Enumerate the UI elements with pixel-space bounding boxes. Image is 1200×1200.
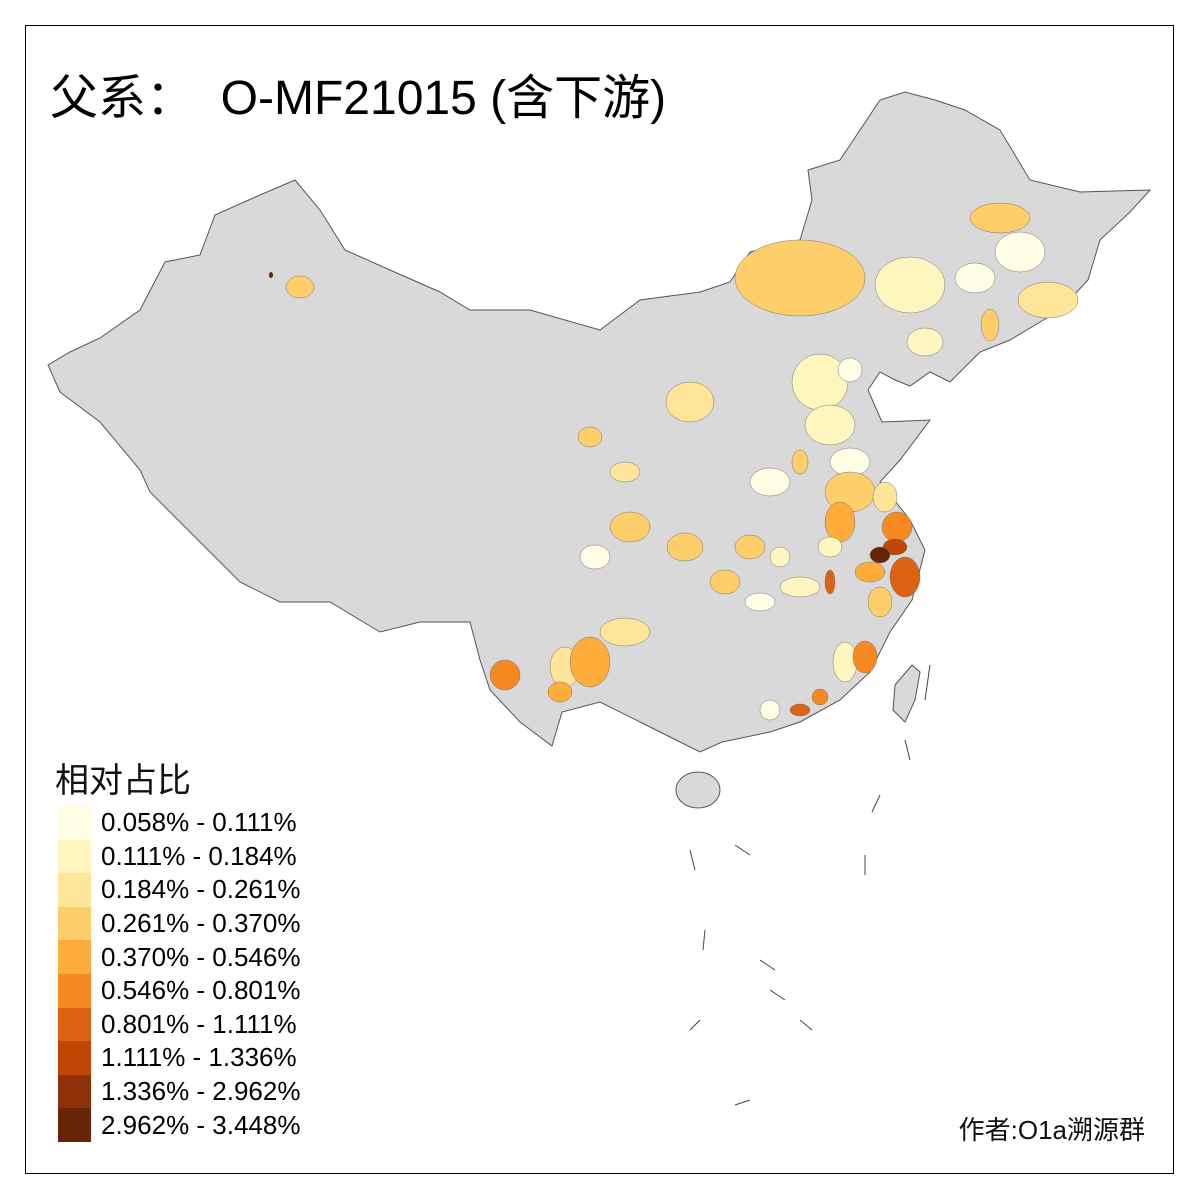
legend-label: 0.801% - 1.111% xyxy=(101,1008,297,1039)
legend-swatch xyxy=(58,1007,91,1042)
region-fill xyxy=(734,239,866,317)
legend-label: 0.370% - 0.546% xyxy=(101,941,301,972)
region-fill xyxy=(569,636,611,688)
legend-item: 0.111% - 0.184% xyxy=(58,839,300,874)
legend-item: 0.184% - 0.261% xyxy=(58,873,300,907)
region-fill xyxy=(268,271,274,279)
hainan-island xyxy=(675,771,721,809)
island-mark xyxy=(689,849,696,871)
region-fill xyxy=(709,569,741,595)
region-fill xyxy=(874,256,946,314)
region-fill xyxy=(804,404,856,446)
legend-item: 2.962% - 3.448% xyxy=(58,1108,300,1142)
region-fill xyxy=(969,202,1031,234)
region-fill xyxy=(609,511,651,543)
south-china-sea-islands xyxy=(689,664,931,1106)
region-fill xyxy=(811,688,829,706)
region-fill xyxy=(547,681,573,703)
legend-swatch xyxy=(58,1108,91,1142)
region-fill xyxy=(599,617,651,647)
region-fill xyxy=(666,532,704,562)
region-fill xyxy=(852,640,878,674)
region-fill xyxy=(579,544,611,570)
region-fill xyxy=(837,357,863,383)
island-mark xyxy=(734,1099,751,1106)
region-fill xyxy=(994,231,1046,273)
legend-swatch xyxy=(58,906,91,941)
legend-title: 相对占比 xyxy=(55,762,191,800)
region-fill xyxy=(769,546,791,568)
legend-label: 1.111% - 1.336% xyxy=(101,1042,297,1073)
region-fill xyxy=(791,449,809,475)
map-frame xyxy=(25,25,1174,1174)
island-mark xyxy=(904,739,911,761)
legend-item: 0.261% - 0.370% xyxy=(58,906,301,941)
highlighted-regions xyxy=(268,202,1079,721)
legend-item: 1.111% - 1.336% xyxy=(58,1041,300,1075)
region-fill xyxy=(881,511,913,543)
legend-item: 0.546% - 0.801% xyxy=(58,973,301,1008)
island-mark xyxy=(734,844,751,856)
legend-swatch xyxy=(58,839,91,874)
region-fill xyxy=(285,275,315,299)
legend-swatch xyxy=(58,1074,91,1109)
region-fill xyxy=(1017,281,1079,319)
region-fill xyxy=(734,534,766,560)
region-fill xyxy=(824,569,836,595)
legend-label: 0.111% - 0.184% xyxy=(101,840,297,871)
legend-item: 0.370% - 0.546% xyxy=(58,940,300,974)
island-mark xyxy=(759,959,776,971)
region-fill xyxy=(824,501,856,543)
region-fill xyxy=(906,327,944,357)
legend-swatch xyxy=(58,806,91,840)
legend-swatch xyxy=(58,1041,91,1075)
region-fill xyxy=(759,699,781,721)
region-fill xyxy=(749,467,791,497)
region-fill xyxy=(954,262,996,294)
region-fill xyxy=(980,308,1000,342)
legend-label: 0.261% - 0.370% xyxy=(101,908,301,939)
legend-label: 1.336% - 2.962% xyxy=(101,1076,301,1107)
island-mark xyxy=(769,989,786,1001)
china-mainland xyxy=(47,91,1152,753)
legend-swatch xyxy=(58,940,91,974)
author-credit: 作者:O1a溯源群 xyxy=(958,1115,1145,1145)
region-fill xyxy=(882,538,908,556)
island-mark xyxy=(871,794,881,813)
legend-swatch xyxy=(58,873,91,907)
region-fill xyxy=(869,546,891,564)
island-mark xyxy=(799,1019,813,1031)
legend-item: 0.058% - 0.111% xyxy=(58,806,300,840)
island-mark xyxy=(689,1019,701,1031)
region-fill xyxy=(872,481,898,513)
region-fill xyxy=(577,426,603,448)
island-mark xyxy=(702,929,706,951)
region-fill xyxy=(489,659,521,691)
legend-item: 0.801% - 1.111% xyxy=(58,1007,300,1042)
region-fill xyxy=(791,353,849,411)
legend-swatch xyxy=(58,973,91,1008)
region-fill xyxy=(867,586,893,618)
island-mark xyxy=(924,664,931,701)
region-fill xyxy=(854,561,886,583)
legend-label: 0.546% - 0.801% xyxy=(101,975,301,1006)
region-fill xyxy=(609,461,641,483)
map-title: 父系： O-MF21015 (含下游) xyxy=(50,72,667,125)
legend: 0.058% - 0.111% 0.111% - 0.184% 0.184% - 0… xyxy=(58,806,300,1142)
region-fill xyxy=(744,592,776,612)
region-fill xyxy=(665,381,715,423)
legend-item: 1.336% - 2.962% xyxy=(58,1074,301,1109)
region-fill xyxy=(789,703,811,717)
legend-label: 0.184% - 0.261% xyxy=(101,874,301,905)
legend-label: 2.962% - 3.448% xyxy=(101,1109,301,1140)
taiwan-island xyxy=(892,664,921,723)
region-fill xyxy=(889,556,921,598)
legend-label: 0.058% - 0.111% xyxy=(101,807,297,838)
region-fill xyxy=(779,576,821,598)
region-fill xyxy=(817,536,843,558)
